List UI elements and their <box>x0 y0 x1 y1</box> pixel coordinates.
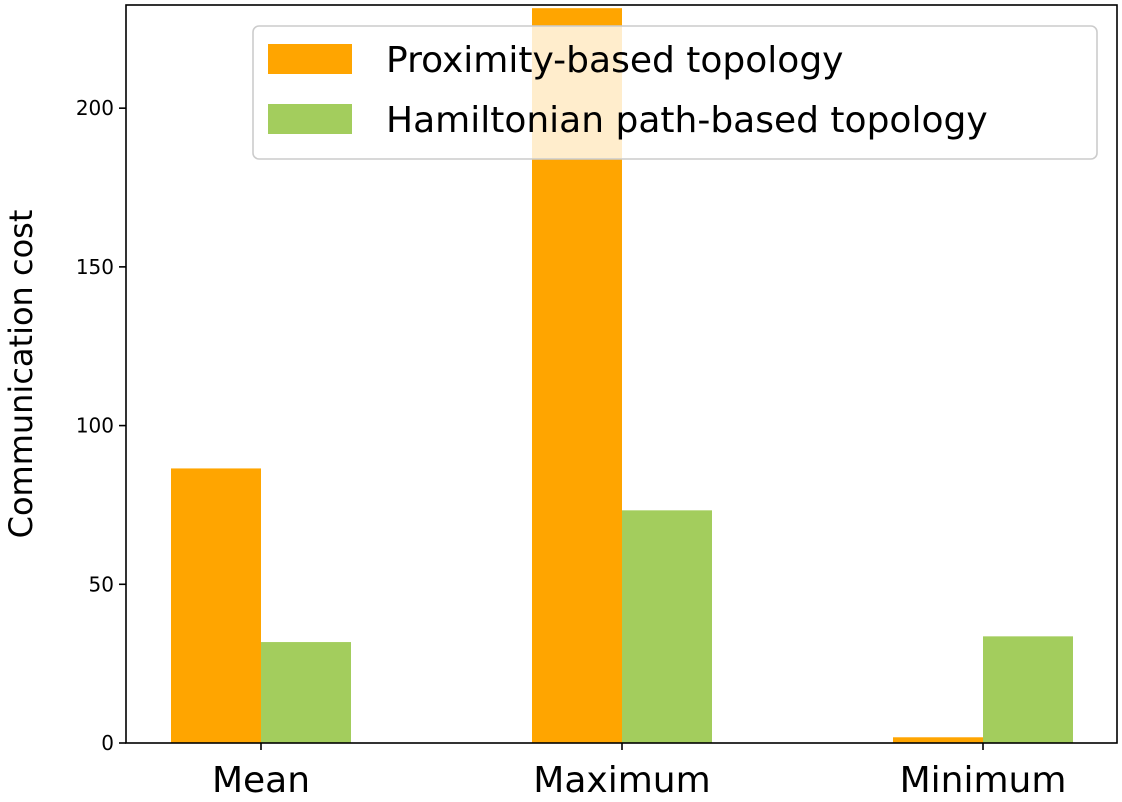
x-category-label: Mean <box>212 760 310 801</box>
y-tick-label: 50 <box>89 572 114 596</box>
y-tick-label: 0 <box>101 731 114 755</box>
y-axis-title: Communication cost <box>2 210 40 539</box>
bar-series-2-maximum <box>622 510 712 743</box>
bar-series-2-mean <box>261 642 351 743</box>
y-tick-label: 150 <box>76 255 114 279</box>
x-axis: Mean Maximum Minimum <box>212 743 1066 801</box>
legend: Proximity-based topology Hamiltonian path… <box>252 25 1098 160</box>
plot-frame <box>125 4 1118 744</box>
legend-box <box>252 25 1098 160</box>
legend-label-1: Proximity-based topology <box>386 40 843 81</box>
bar-series-2-minimum <box>983 636 1073 743</box>
y-tick-label: 200 <box>76 96 114 120</box>
x-category-label: Minimum <box>900 760 1067 801</box>
legend-swatch-2 <box>268 104 352 134</box>
legend-swatch-1 <box>268 44 352 74</box>
legend-label-2: Hamiltonian path-based topology <box>386 100 988 141</box>
bar-series-1-minimum <box>893 737 983 743</box>
x-category-label: Maximum <box>533 760 710 801</box>
y-tick-label: 100 <box>76 414 114 438</box>
y-axis: 0 50 100 150 200 <box>76 96 126 755</box>
bar-series-1-mean <box>171 468 261 743</box>
